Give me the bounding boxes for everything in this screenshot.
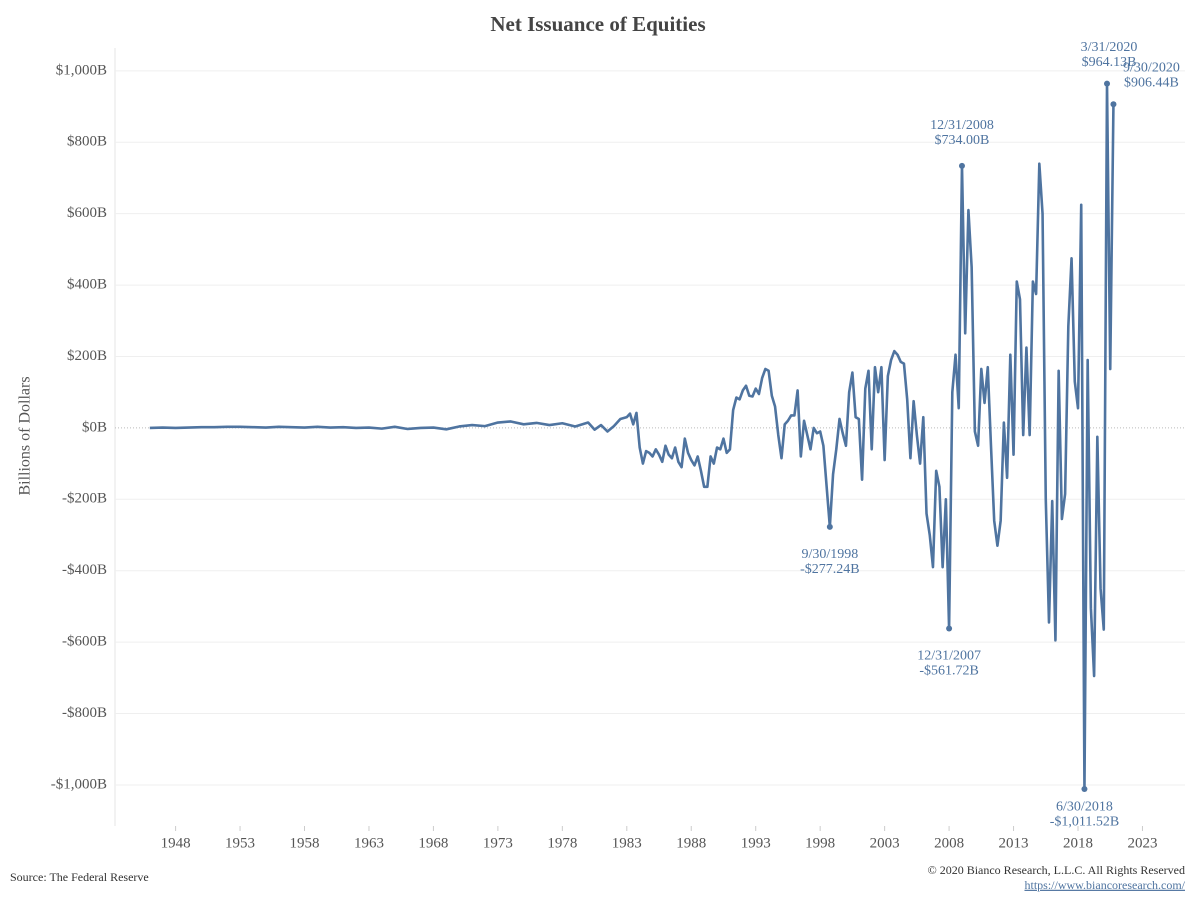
x-tick-label: 1958 (290, 835, 320, 851)
x-tick-label: 2013 (999, 835, 1029, 851)
annotation-point (958, 162, 965, 169)
annotation-date: 9/30/1998 (801, 547, 858, 562)
y-tick-label: $0B (82, 419, 107, 435)
y-tick-label: $1,000B (56, 62, 107, 78)
line-series (149, 82, 1115, 791)
x-tick-label: 2023 (1127, 835, 1157, 851)
annotation-label: -$561.72B (919, 664, 979, 679)
annotation-label: $906.44B (1124, 75, 1179, 90)
x-tick-label: 1978 (547, 835, 577, 851)
x-tick-label: 1988 (676, 835, 706, 851)
annotation-label: $734.00B (935, 133, 990, 148)
y-tick-label: -$400B (62, 562, 107, 578)
annotation-label: -$1,011.52B (1050, 814, 1119, 829)
x-tick-label: 1998 (805, 835, 835, 851)
annotation-point (1110, 101, 1117, 108)
y-tick-label: -$600B (62, 634, 107, 650)
x-tick-label: 1968 (418, 835, 448, 851)
x-tick-label: 1948 (161, 835, 191, 851)
annotation-date: 9/30/2020 (1123, 60, 1180, 75)
y-tick-label: -$1,000B (51, 776, 107, 792)
annotation-point (1081, 786, 1088, 793)
x-tick-label: 2003 (870, 835, 900, 851)
x-tick-label: 1963 (354, 835, 384, 851)
y-axis-label: Billions of Dollars (17, 376, 34, 495)
annotation-label: $964.13B (1082, 55, 1137, 70)
x-tick-label: 2008 (934, 835, 964, 851)
chart-title: Net Issuance of Equities (490, 12, 705, 36)
y-tick-label: -$800B (62, 705, 107, 721)
annotation-date: 12/31/2007 (917, 649, 981, 664)
x-tick-label: 2018 (1063, 835, 1093, 851)
annotation-label: -$277.24B (800, 562, 860, 577)
url[interactable]: https://www.biancoresearch.com/ (1024, 878, 1185, 892)
annotation-point (826, 523, 833, 530)
source: Source: The Federal Reserve (10, 870, 149, 884)
y-tick-label: $400B (67, 277, 107, 293)
y-tick-label: $200B (67, 348, 107, 364)
annotation-point (946, 625, 953, 632)
x-tick-label: 1953 (225, 835, 255, 851)
x-tick-label: 1983 (612, 835, 642, 851)
y-tick-label: $600B (67, 205, 107, 221)
annotation-date: 12/31/2008 (930, 118, 994, 133)
x-tick-label: 1973 (483, 835, 513, 851)
annotation-date: 6/30/2018 (1056, 799, 1113, 814)
y-tick-label: $800B (67, 134, 107, 150)
annotation-point (1104, 80, 1111, 87)
copyright: © 2020 Bianco Research, L.L.C. All Right… (928, 863, 1185, 877)
x-tick-label: 1993 (741, 835, 771, 851)
y-tick-label: -$200B (62, 491, 107, 507)
annotation-date: 3/31/2020 (1081, 40, 1138, 55)
